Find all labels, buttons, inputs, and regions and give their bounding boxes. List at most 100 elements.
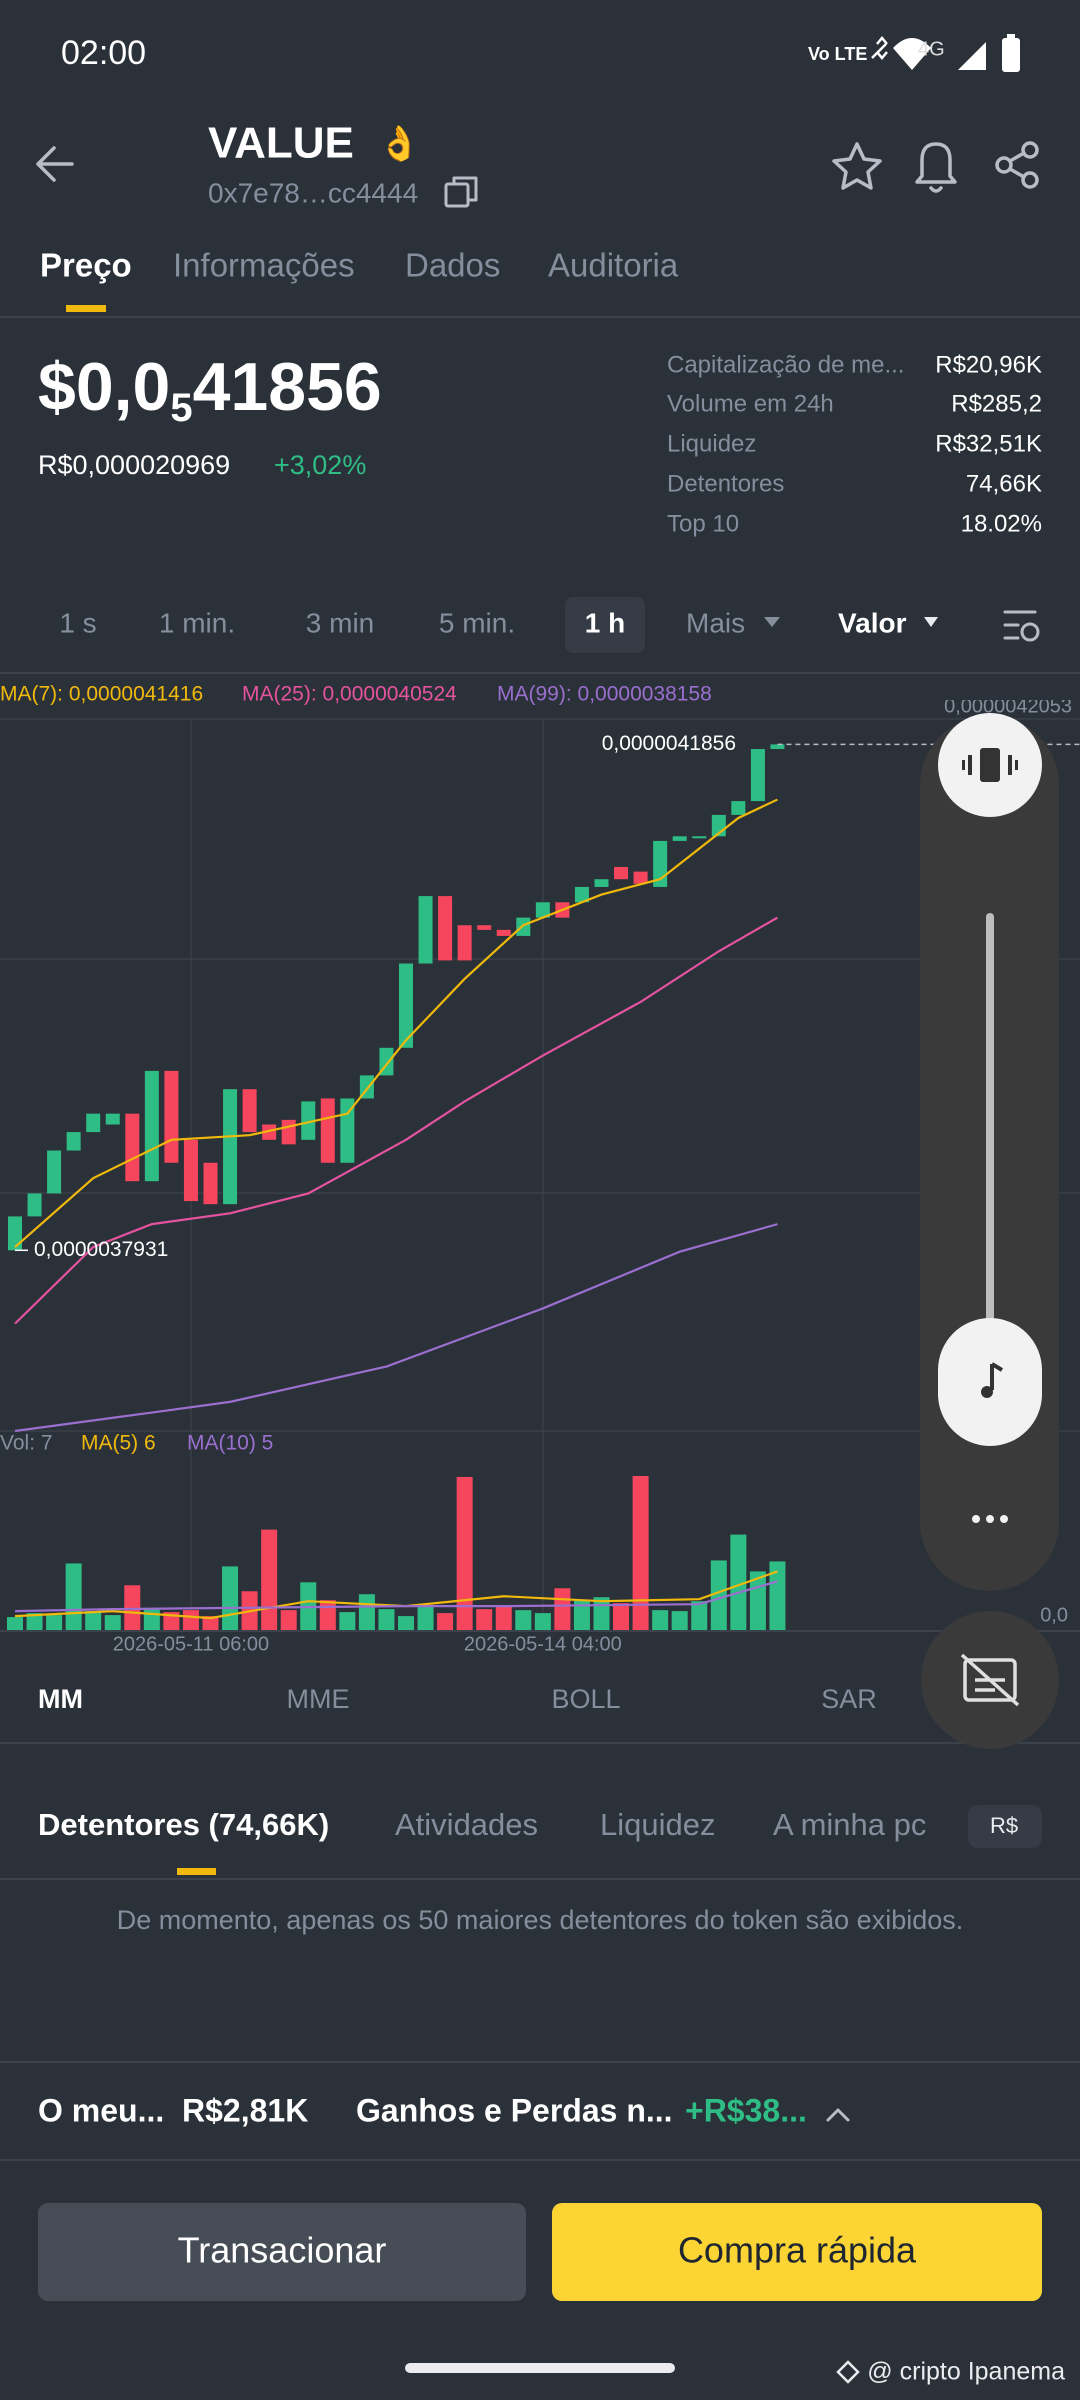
stat-label: Volume em 24h <box>667 390 834 417</box>
candle <box>496 929 511 936</box>
candle <box>477 925 492 930</box>
interval[interactable]: 1 h <box>585 607 625 638</box>
volume-bar <box>85 1611 102 1631</box>
candle <box>574 886 589 903</box>
stat-label: Top 10 <box>667 510 739 537</box>
tab-indicator <box>66 305 106 312</box>
indicator-tab[interactable]: MME <box>287 1684 350 1714</box>
candle <box>183 1139 198 1202</box>
volume-bar <box>7 1617 23 1631</box>
y-tick-label: 0,0 <box>1040 1604 1068 1626</box>
volume-bar <box>104 1615 121 1631</box>
share-button[interactable] <box>995 141 1039 189</box>
volume-bar <box>280 1610 297 1631</box>
legend-entry: MA(10) 5 <box>187 1432 273 1455</box>
price-main: $0,0 <box>38 349 170 425</box>
token-title: VALUE <box>208 119 354 168</box>
interval[interactable]: 3 min <box>306 607 374 638</box>
price: $0,0541856 <box>38 349 382 430</box>
stat-value: R$20,96K <box>935 351 1042 378</box>
stat-value: 74,66K <box>966 470 1042 497</box>
indicator-tab[interactable]: BOLL <box>551 1684 620 1714</box>
tab[interactable]: Dados <box>405 247 500 284</box>
volume-bar <box>417 1606 434 1631</box>
info-note: De momento, apenas os 50 maiores detento… <box>117 1905 964 1935</box>
back-button[interactable] <box>36 146 74 182</box>
trade-button[interactable] <box>38 2203 526 2301</box>
expand-button[interactable] <box>826 2108 850 2122</box>
holder-tabs: Detentores (74,66K) Atividades Liquidez A m… <box>38 1807 926 1842</box>
holder-tab[interactable]: Atividades <box>395 1807 538 1842</box>
chart-settings-button[interactable] <box>1003 610 1040 642</box>
candle <box>223 1089 238 1205</box>
candle <box>457 925 472 961</box>
stat-label: Detentores <box>667 470 784 497</box>
volume-title: Vol: 7 <box>0 1432 53 1455</box>
volume-bar <box>476 1609 493 1631</box>
stat-value: 18.02% <box>961 510 1042 537</box>
volume-bar <box>65 1563 82 1631</box>
volume-bar <box>202 1616 219 1631</box>
low-label: 0,0000037931 <box>34 1238 168 1261</box>
candle <box>281 1119 296 1145</box>
holder-tab[interactable]: Detentores (74,66K) <box>38 1807 329 1842</box>
interval[interactable]: 1 min. <box>159 607 235 638</box>
volume-bar <box>339 1612 356 1631</box>
interval-selected-bg <box>565 597 645 653</box>
candle <box>731 801 746 815</box>
dropdown-caret <box>764 617 780 627</box>
holder-tab[interactable]: A minha pc <box>773 1807 926 1842</box>
quick-buy-button[interactable] <box>552 2203 1042 2301</box>
volume-bar <box>222 1566 239 1631</box>
volume-bar <box>378 1609 395 1631</box>
stat-label: Liquidez <box>667 430 756 457</box>
volume-bar <box>261 1529 278 1631</box>
legend-entry: MA(5) 6 <box>81 1432 156 1455</box>
alert-button[interactable] <box>915 142 957 193</box>
candle <box>516 917 531 936</box>
network-label: Vo LTE <box>808 44 867 64</box>
currency-badge-bg[interactable] <box>968 1805 1042 1848</box>
indicator-tab[interactable]: MM <box>38 1684 83 1714</box>
candle <box>242 1089 257 1133</box>
volume-bar <box>358 1594 375 1631</box>
tab[interactable]: Auditoria <box>548 247 679 284</box>
volume-bar <box>554 1588 571 1631</box>
tab[interactable]: Informações <box>173 247 355 284</box>
candle <box>27 1193 42 1217</box>
candle <box>672 836 687 841</box>
price-change: +3,02% <box>274 450 366 480</box>
indicator-tab[interactable]: SAR <box>821 1684 877 1714</box>
candle <box>262 1124 277 1140</box>
interval[interactable]: 1 s <box>59 607 96 638</box>
favorite-button[interactable] <box>832 142 882 190</box>
holder-tab[interactable]: Liquidez <box>600 1807 715 1842</box>
volume-slider[interactable] <box>986 913 994 1333</box>
copy-button[interactable] <box>444 176 478 208</box>
button-label[interactable]: Compra rápida <box>678 2230 917 2271</box>
interval[interactable]: Valor <box>838 607 907 638</box>
volume-bar <box>671 1611 688 1631</box>
volume-bar <box>691 1601 708 1631</box>
ma-line <box>14 916 778 1325</box>
hand-icon: 👌 <box>378 125 420 163</box>
volume-bar <box>652 1610 669 1631</box>
tab[interactable]: Preço <box>40 247 132 284</box>
candle <box>86 1113 101 1133</box>
volume-bar <box>730 1534 747 1631</box>
status-time: 02:00 <box>61 34 146 72</box>
volume-bar <box>534 1613 551 1631</box>
volume-bar <box>456 1476 473 1631</box>
pnl-label: Ganhos e Perdas n... <box>356 2092 673 2128</box>
candle <box>320 1098 335 1163</box>
interval[interactable]: 5 min. <box>439 607 515 638</box>
more-button[interactable] <box>972 1515 1008 1523</box>
candle <box>125 1113 140 1182</box>
watermark-icon <box>836 2360 860 2384</box>
candle <box>164 1070 179 1163</box>
button-label[interactable]: Transacionar <box>178 2230 387 2271</box>
interval[interactable]: Mais <box>686 607 745 638</box>
x-tick-label: 2026-05-14 04:00 <box>464 1633 622 1655</box>
candle <box>750 749 765 802</box>
